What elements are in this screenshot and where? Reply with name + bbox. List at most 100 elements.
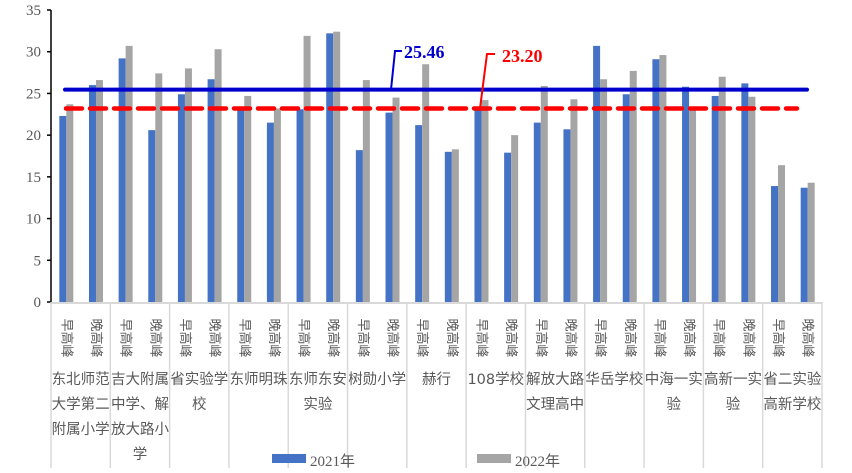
group-label: 108学校 [467,372,525,388]
legend-swatch-2021 [272,454,306,463]
group-label: 东北师范大学第二附属小学 [51,372,110,438]
y-tick-label: 35 [26,3,41,19]
bar-2021 [593,45,601,302]
x-tick-label: 早高峰 [58,318,74,357]
x-tick-label: 早高峰 [473,318,489,357]
legend-label-2021: 2021年 [310,453,355,470]
reference-label-blue: 25.46 [404,42,445,62]
bar-2022 [362,80,370,302]
group-label: 中海一实验 [644,372,703,413]
y-tick-label: 30 [26,45,41,61]
group-label: 华岳学校 [585,372,644,388]
x-tick-label: 晚高峰 [88,318,104,357]
bar-2021 [118,58,126,302]
group-label: 高新一实验 [704,372,763,413]
bar-2021 [622,94,630,303]
reference-label-red: 23.20 [502,46,543,66]
bar-2021 [444,151,452,302]
x-tick-label: 早高峰 [355,318,371,357]
bar-2021 [237,110,245,302]
bar-2022 [718,76,726,302]
bar-2022 [392,97,400,302]
bar-2021 [563,129,571,302]
callout-leader-red [479,53,495,109]
x-tick-label: 早高峰 [296,318,312,357]
bar-2022 [155,73,163,302]
bar-2021 [355,150,363,302]
bar-2021 [59,115,67,302]
y-tick-label: 0 [34,295,42,311]
x-tick-label: 早高峰 [770,318,786,357]
x-tick-label: 晚高峰 [681,318,697,357]
x-tick-label: 早高峰 [711,318,727,357]
x-tick-label: 晚高峰 [147,318,163,357]
bar-2022 [66,104,74,302]
bar-2021 [385,112,393,302]
x-tick-label: 晚高峰 [207,318,223,357]
bar-2022 [629,70,637,302]
x-tick-label: 早高峰 [651,318,667,357]
legend-swatch-2022 [477,454,511,463]
group-label: 东师明珠 [229,372,288,388]
x-tick-label: 晚高峰 [325,318,341,357]
y-tick-label: 20 [26,128,41,144]
bar-2021 [415,125,423,302]
x-tick-label: 晚高峰 [740,318,756,357]
group-label: 解放大路文理高中 [526,372,585,413]
y-tick-label: 25 [26,86,41,102]
bar-2021 [711,95,719,302]
bar-2022 [600,79,608,302]
x-tick-label: 早高峰 [177,318,193,357]
bar-2021 [682,86,690,302]
bar-2022 [778,165,786,302]
group-label: 赫行 [422,372,451,388]
x-tick-label: 早高峰 [118,318,134,357]
bar-2021 [741,83,749,302]
bar-2022 [451,149,459,302]
group-label: 吉大附属中学、解放大路小学 [110,372,169,463]
callout-leader-blue [390,50,402,90]
x-tick-label: 晚高峰 [800,318,816,357]
bar-2021 [533,122,541,302]
bar-2022 [303,35,311,303]
bar-2021 [771,186,779,302]
bar-2022 [659,55,667,303]
bar-2022 [422,64,430,302]
bar-2022 [184,68,192,303]
bar-2021 [266,122,274,302]
x-tick-label: 早高峰 [592,318,608,357]
bar-2022 [540,85,548,302]
bar-2022 [125,45,133,302]
bar-2021 [207,79,215,302]
bar-2021 [326,33,334,303]
bar-2022 [570,99,578,302]
bar-2021 [474,110,482,302]
bar-2021 [652,59,660,303]
bar-2021 [148,130,156,302]
bar-2022 [689,110,697,302]
group-label: 树勋小学 [348,372,407,388]
x-tick-label: 晚高峰 [622,318,638,357]
bar-2022 [333,31,341,302]
bar-2022 [95,80,103,302]
x-tick-label: 晚高峰 [266,318,282,357]
x-tick-label: 晚高峰 [444,318,460,357]
bar-2021 [177,94,185,303]
y-tick-label: 10 [26,212,41,228]
x-tick-label: 晚高峰 [562,318,578,357]
bar-2021 [88,85,96,302]
bar-2022 [214,49,222,303]
x-tick-label: 晚高峰 [385,318,401,357]
legend-label-2022: 2022年 [515,453,560,470]
bar-2022 [511,135,519,302]
bar-2021 [800,187,808,302]
x-tick-label: 早高峰 [414,318,430,357]
bar-2022 [807,182,815,302]
bar-2022 [244,95,252,302]
bar-2021 [296,109,304,302]
group-label: 省二实验高新学校 [763,372,822,413]
bar-2021 [504,152,512,302]
y-tick-label: 5 [34,253,42,269]
x-tick-label: 早高峰 [236,318,252,357]
